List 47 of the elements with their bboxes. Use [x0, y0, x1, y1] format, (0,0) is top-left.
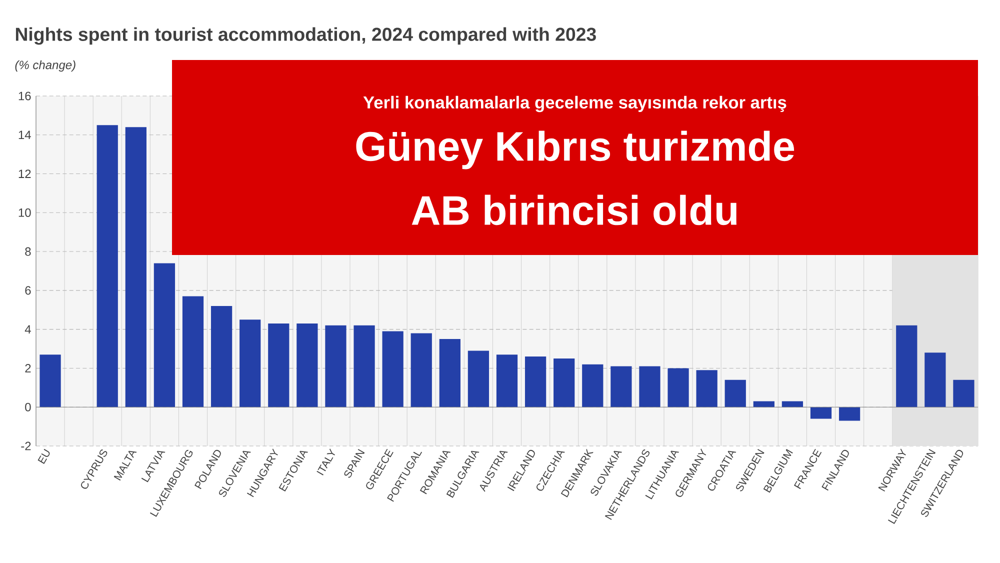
chart-subtitle: (% change) [15, 60, 76, 72]
bar [838, 407, 860, 421]
bar [468, 350, 490, 408]
bar [524, 356, 546, 408]
annotation: AB birincisi oldu [412, 194, 736, 226]
y-tick-label: 16 [18, 92, 31, 100]
bar [896, 325, 918, 408]
y-tick-label: 10 [18, 208, 31, 217]
bar [382, 331, 404, 408]
bar [125, 127, 146, 408]
x-tick-label: EU [38, 448, 50, 464]
bar [554, 358, 575, 408]
y-tick-label: 6 [25, 286, 31, 295]
bar [782, 401, 804, 408]
bar [410, 333, 432, 408]
bar [953, 380, 974, 408]
y-tick-label: 0 [25, 402, 31, 412]
bar [696, 370, 718, 408]
bar [240, 320, 261, 408]
bar [210, 306, 232, 408]
y-tick-label: 8 [25, 247, 31, 256]
bar [924, 352, 946, 408]
bar [354, 325, 375, 408]
bar [753, 401, 774, 408]
bar [668, 368, 689, 408]
bar [639, 366, 660, 408]
bar [40, 354, 61, 408]
bar [154, 263, 176, 408]
bar [496, 354, 518, 408]
bar [268, 323, 290, 408]
y-tick-label: 2 [25, 364, 31, 372]
bar [296, 323, 318, 408]
chart-title: Nights spent in tourist accommodation, 2024 compared with 2023 [16, 27, 596, 45]
y-tick-label: -2 [21, 442, 31, 450]
bar [724, 380, 746, 408]
bar [325, 325, 346, 408]
annotation: Yerli konaklamalarla geceleme sayısında rekor artış [363, 96, 786, 112]
bar [439, 339, 460, 408]
bar [182, 296, 204, 408]
y-tick-label: 4 [24, 325, 31, 334]
bar [810, 407, 832, 419]
y-tick-label: 14 [18, 130, 31, 140]
annotation: Güney Kıbrıs turizmde [356, 130, 794, 170]
y-tick-label: 12 [18, 170, 31, 178]
bar [610, 366, 632, 408]
bar [96, 125, 118, 408]
bar [582, 364, 604, 408]
